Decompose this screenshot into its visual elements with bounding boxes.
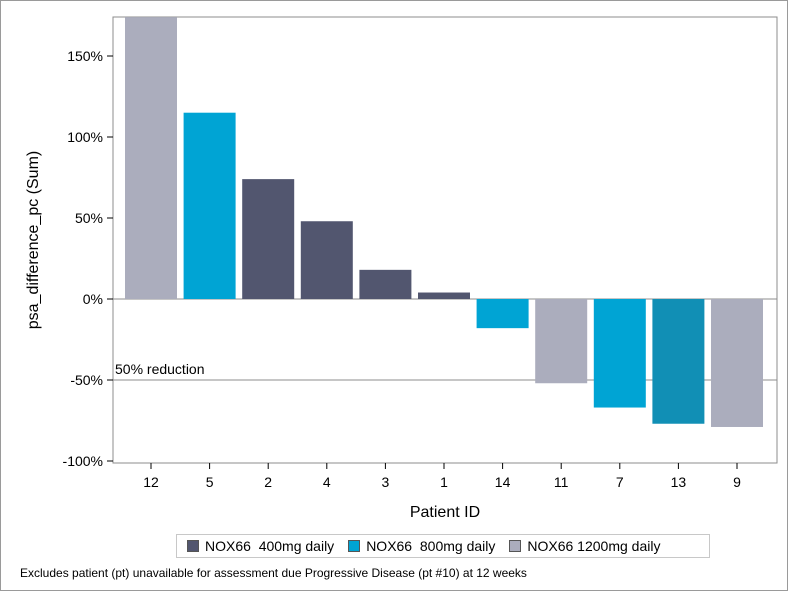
bar-patient-2: [242, 179, 295, 299]
y-tick-label: 150%: [67, 48, 103, 64]
x-tick-label: 4: [323, 474, 331, 490]
bar-patient-11: [535, 299, 588, 384]
x-tick-label: 14: [495, 474, 511, 490]
bar-patient-7: [593, 299, 646, 408]
bar-patient-9: [711, 299, 763, 427]
legend-label-800mg: NOX66 800mg daily: [366, 538, 496, 554]
y-tick-label: 50%: [75, 210, 103, 226]
y-tick-label: 100%: [67, 129, 103, 145]
legend-item-1200mg: NOX66 1200mg daily: [509, 538, 660, 554]
x-tick-label: 5: [206, 474, 214, 490]
y-tick-label: -100%: [63, 453, 103, 469]
x-axis-title: Patient ID: [410, 504, 480, 521]
reference-line-label: 50% reduction: [115, 361, 205, 377]
bar-patient-3: [359, 269, 412, 299]
x-tick-label: 1: [440, 474, 448, 490]
legend-label-400mg: NOX66 400mg daily: [205, 538, 335, 554]
y-tick-label: 0%: [83, 291, 103, 307]
bar-patient-13: [652, 299, 705, 424]
x-tick-label: 12: [143, 474, 159, 490]
legend-swatch-400mg: [187, 540, 199, 552]
x-tick-label: 13: [671, 474, 687, 490]
waterfall-chart: -100% -50% 0% 50% 100% 150% 12 5 2 4 3 1 14 11 7 13 9 5…: [25, 16, 778, 521]
x-tick-label: 3: [382, 474, 390, 490]
bar-patient-14: [476, 299, 529, 329]
y-tick-label: -50%: [70, 372, 103, 388]
footnote: Excludes patient (pt) unavailable for as…: [20, 566, 527, 580]
y-axis-title: psa_difference_pc (Sum): [25, 151, 42, 329]
legend: NOX66 400mg daily NOX66 800mg daily NOX6…: [176, 534, 710, 558]
bar-patient-12: [125, 17, 177, 300]
x-tick-label: 11: [554, 474, 569, 490]
x-tick-label: 7: [616, 474, 624, 490]
bar-patient-1: [418, 292, 470, 299]
legend-item-800mg: NOX66 800mg daily: [348, 538, 495, 554]
bar-patient-4: [300, 221, 353, 299]
bar-patient-5: [183, 112, 236, 299]
legend-label-1200mg: NOX66 1200mg daily: [527, 538, 661, 554]
x-tick-label: 9: [733, 474, 741, 490]
legend-item-400mg: NOX66 400mg daily: [187, 538, 334, 554]
legend-swatch-1200mg: [509, 540, 522, 552]
legend-swatch-800mg: [348, 540, 361, 552]
x-tick-label: 2: [264, 474, 272, 490]
